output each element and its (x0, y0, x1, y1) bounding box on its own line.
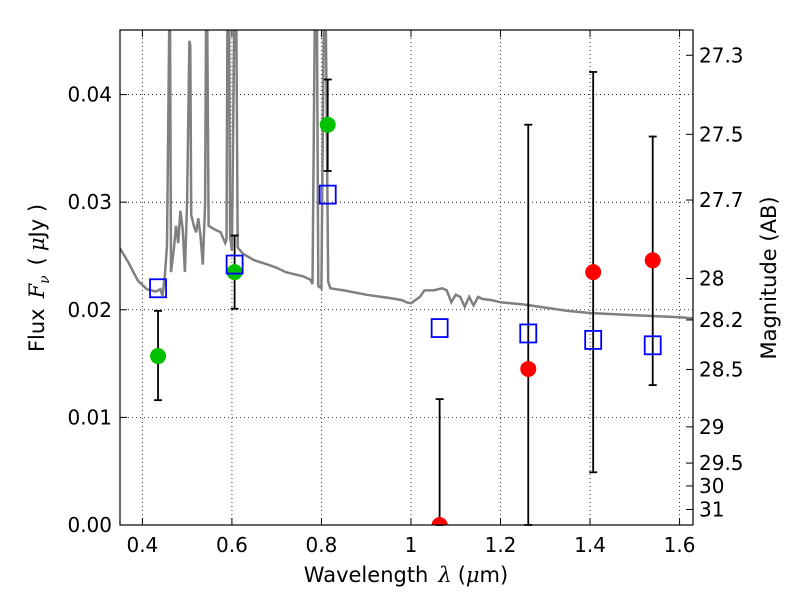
magnitude-tick-label: 31 (699, 497, 724, 521)
x-axis-label-unit-open: ( (458, 563, 466, 587)
model-square (430, 318, 449, 338)
magnitude-tick-label: 27.5 (699, 122, 744, 146)
y-tick-label: 0.02 (67, 298, 112, 322)
y-axis-label-subscript: ν (37, 275, 53, 284)
y-axis-label-prefix: Flux (25, 308, 49, 352)
x-tick-label: 1 (405, 533, 418, 557)
x-axis-label-prefix: Wavelength (304, 563, 429, 587)
magnitude-tick-label: 29 (699, 415, 724, 439)
model-spectrum (120, 30, 693, 320)
spectrum-line (120, 30, 693, 320)
x-axis-label-unit-rest: m) (480, 563, 509, 587)
x-axis-label-symbol: λ (437, 563, 451, 587)
y-axis-label-symbol: F (25, 282, 49, 299)
nondetection-point (520, 360, 537, 377)
model-square (519, 323, 538, 344)
x-axis-label: Wavelength λ (μm) (304, 563, 508, 587)
x-tick-label: 0.4 (126, 533, 158, 557)
y-tick-label: 0.03 (67, 190, 112, 214)
data-points (149, 116, 662, 525)
nondetection-point (644, 252, 661, 269)
y-axis-label-unit-mu: μ (25, 237, 49, 251)
y-axis-label: Flux Fν ( μJy ) (25, 204, 53, 352)
detection-point (226, 264, 243, 281)
magnitude-tick-label: 28.2 (699, 308, 744, 332)
y-axis-label-unit-rest: Jy ) (25, 204, 49, 240)
model-square (318, 184, 337, 205)
detection-point (150, 348, 167, 365)
nondetection-point (431, 517, 448, 525)
y-tick-label: 0.04 (67, 83, 112, 107)
detection-point (319, 116, 336, 133)
nondetection-point (585, 264, 602, 281)
x-tick-label: 1.6 (664, 533, 696, 557)
y-axis-label-unit-open: ( (25, 257, 49, 265)
model-square (149, 278, 167, 299)
x-axis-label-unit-mu: μ (466, 563, 480, 587)
x-ticks: 0.4 0.6 0.8 1 1.2 1.4 1.6 (126, 30, 695, 557)
magnitude-tick-label: 29.5 (699, 451, 744, 475)
magnitude-axis-label: Magnitude (AB) (757, 196, 781, 359)
magnitude-tick-label: 30 (699, 474, 724, 498)
y-tick-label: 0.00 (67, 513, 112, 537)
magnitude-tick-label: 28 (699, 266, 724, 290)
y-tick-label: 0.01 (67, 405, 112, 429)
x-tick-label: 0.8 (306, 533, 338, 557)
magnitude-tick-label: 27.7 (699, 188, 744, 212)
model-square (225, 254, 244, 275)
model-square (643, 335, 662, 356)
x-tick-label: 1.4 (574, 533, 606, 557)
model-square (584, 330, 603, 350)
x-tick-label: 1.2 (485, 533, 517, 557)
x-tick-label: 0.6 (216, 533, 248, 557)
grid (120, 30, 693, 526)
y-ticks: 0.00 0.01 0.02 0.03 0.04 (67, 83, 127, 537)
magnitude-tick-label: 28.5 (699, 357, 744, 381)
magnitude-tick-label: 27.3 (699, 43, 744, 67)
plot-frame (119, 29, 694, 526)
